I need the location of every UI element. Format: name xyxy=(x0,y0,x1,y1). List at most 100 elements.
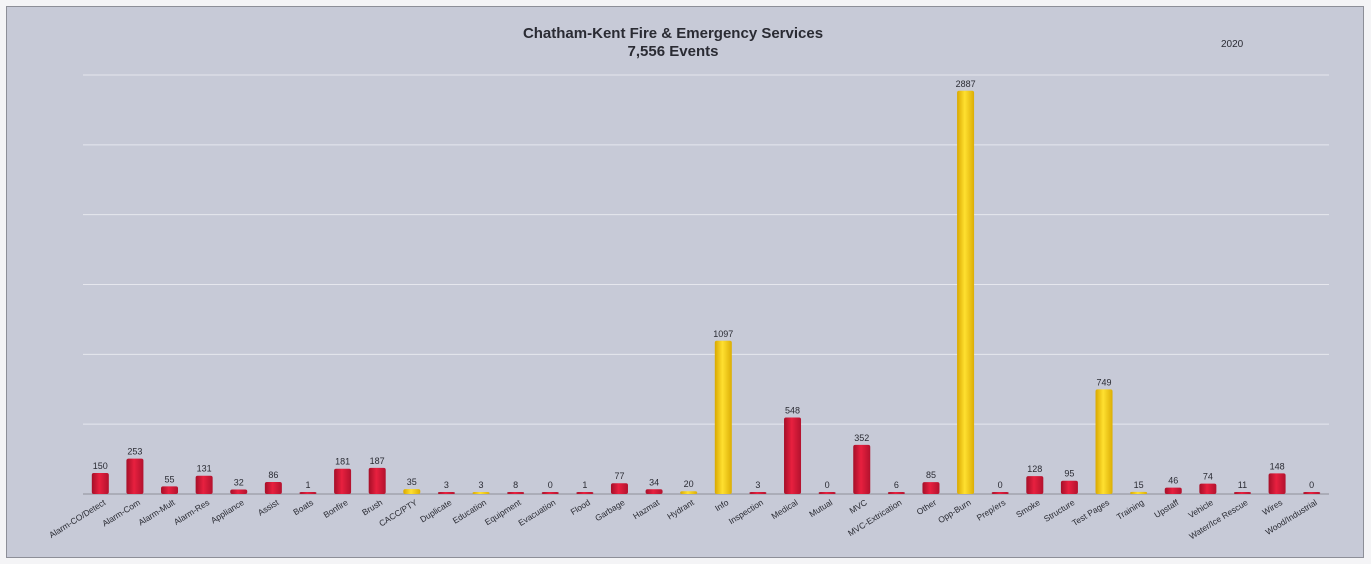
bar xyxy=(887,492,905,494)
bar xyxy=(576,492,594,494)
bar xyxy=(299,492,317,494)
x-tick-label: Hydrant xyxy=(665,497,696,522)
chart-title: Chatham-Kent Fire & Emergency Services xyxy=(522,25,824,42)
chart-frame: Chatham-Kent Fire & Emergency Services 7… xyxy=(6,6,1364,558)
data-label: 6 xyxy=(894,480,899,490)
x-tick-label: Duplicate xyxy=(418,497,454,524)
bar xyxy=(437,492,455,494)
data-label: 1 xyxy=(582,480,587,490)
data-label: 15 xyxy=(1134,480,1144,490)
x-tick-label: Boats xyxy=(291,497,315,517)
bar xyxy=(403,489,421,494)
x-tick-label: Evacuation xyxy=(516,497,557,528)
x-tick-label: Training xyxy=(1115,497,1146,522)
data-label: 85 xyxy=(926,470,936,480)
bar xyxy=(1303,492,1321,494)
x-tick-label: Appliance xyxy=(209,497,246,525)
x-tick-label: Garbage xyxy=(593,497,627,523)
data-label: 3 xyxy=(479,480,484,490)
bar xyxy=(749,492,767,494)
bar xyxy=(195,475,213,494)
x-tick-label: Brush xyxy=(360,497,384,517)
x-tick-label: Hazmat xyxy=(631,497,662,521)
chart-subtitle: 7,556 Events xyxy=(627,43,719,60)
x-tick-label: MVC xyxy=(847,497,868,515)
x-tick-label: CACC/PTY xyxy=(377,497,419,528)
bar xyxy=(610,483,628,494)
bar xyxy=(991,492,1009,494)
data-label: 548 xyxy=(785,405,800,415)
data-label: 3 xyxy=(444,480,449,490)
x-tick-label: Info xyxy=(713,497,731,513)
data-label: 0 xyxy=(998,480,1003,490)
x-tick-label: Other xyxy=(915,497,938,517)
bar xyxy=(680,491,698,494)
x-tick-label: Test Pages xyxy=(1070,497,1111,528)
data-label: 11 xyxy=(1238,480,1247,490)
data-label: 131 xyxy=(197,464,212,474)
bar xyxy=(507,492,525,494)
x-tick-label: Wires xyxy=(1260,497,1284,517)
bar xyxy=(1095,389,1113,494)
bar xyxy=(922,482,940,494)
data-label: 181 xyxy=(335,457,350,467)
data-label: 1 xyxy=(305,480,310,490)
x-tick-label: Mutual xyxy=(807,497,834,519)
x-tick-label: Alarm-Com xyxy=(100,497,142,528)
bar xyxy=(853,444,871,494)
bar xyxy=(230,489,248,494)
data-label: 77 xyxy=(614,471,624,481)
data-label: 0 xyxy=(825,480,830,490)
data-label: 46 xyxy=(1168,476,1178,486)
data-label: 34 xyxy=(649,477,659,487)
x-tick-label: Water/Ice Rescue xyxy=(1187,497,1250,541)
bar xyxy=(645,489,663,494)
data-label: 8 xyxy=(513,480,518,490)
data-label: 86 xyxy=(268,470,278,480)
legend-entry: 2020 xyxy=(1221,39,1244,50)
x-tick-label: Prep/ers xyxy=(975,497,1008,523)
bar xyxy=(1060,480,1078,494)
bar xyxy=(1233,492,1251,494)
bar xyxy=(818,492,836,494)
bar xyxy=(1026,476,1044,494)
x-tick-label: Assist xyxy=(256,497,281,518)
data-label: 1097 xyxy=(713,329,733,339)
x-tick-label: Upstaff xyxy=(1152,497,1181,520)
data-label: 95 xyxy=(1064,469,1074,479)
data-label: 74 xyxy=(1203,472,1213,482)
bar xyxy=(1199,483,1217,494)
x-tick-label: Alarm-CO/Detect xyxy=(47,497,108,540)
data-label: 0 xyxy=(1309,480,1314,490)
x-tick-label: Vehicle xyxy=(1186,497,1215,520)
x-tick-label: Medical xyxy=(769,497,799,521)
bar xyxy=(541,492,559,494)
x-tick-label: Opp-Burn xyxy=(936,497,973,525)
data-label: 20 xyxy=(684,479,694,489)
data-label: 187 xyxy=(370,456,385,466)
x-tick-label: Alarm-Mult xyxy=(136,497,177,528)
x-tick-label: Bonfire xyxy=(321,497,349,520)
x-tick-label: Smoke xyxy=(1014,497,1042,520)
data-label: 0 xyxy=(548,480,553,490)
data-label: 32 xyxy=(234,478,244,488)
bar xyxy=(784,417,802,494)
x-tick-label: Flood xyxy=(569,497,593,517)
data-label: 352 xyxy=(854,433,869,443)
x-tick-label: Alarm-Res xyxy=(172,497,211,527)
bar xyxy=(368,467,386,494)
bar xyxy=(334,468,352,494)
data-label: 128 xyxy=(1027,464,1042,474)
data-label: 749 xyxy=(1097,377,1112,387)
data-label: 2887 xyxy=(956,79,976,89)
bar-chart-plot: 15 0 253 55 131 32 86 1 181 187 35 3 3 8 0 1 77 34 20 1097 3… xyxy=(47,74,1329,541)
data-label: 55 xyxy=(165,474,175,484)
data-label: 3 xyxy=(755,480,760,490)
bar xyxy=(126,458,144,494)
bar xyxy=(91,473,109,494)
data-label: 35 xyxy=(407,477,417,487)
x-tick-label: Inspection xyxy=(727,497,765,526)
bar xyxy=(1130,491,1148,494)
bar xyxy=(1164,487,1182,494)
data-label: 253 xyxy=(127,447,142,457)
